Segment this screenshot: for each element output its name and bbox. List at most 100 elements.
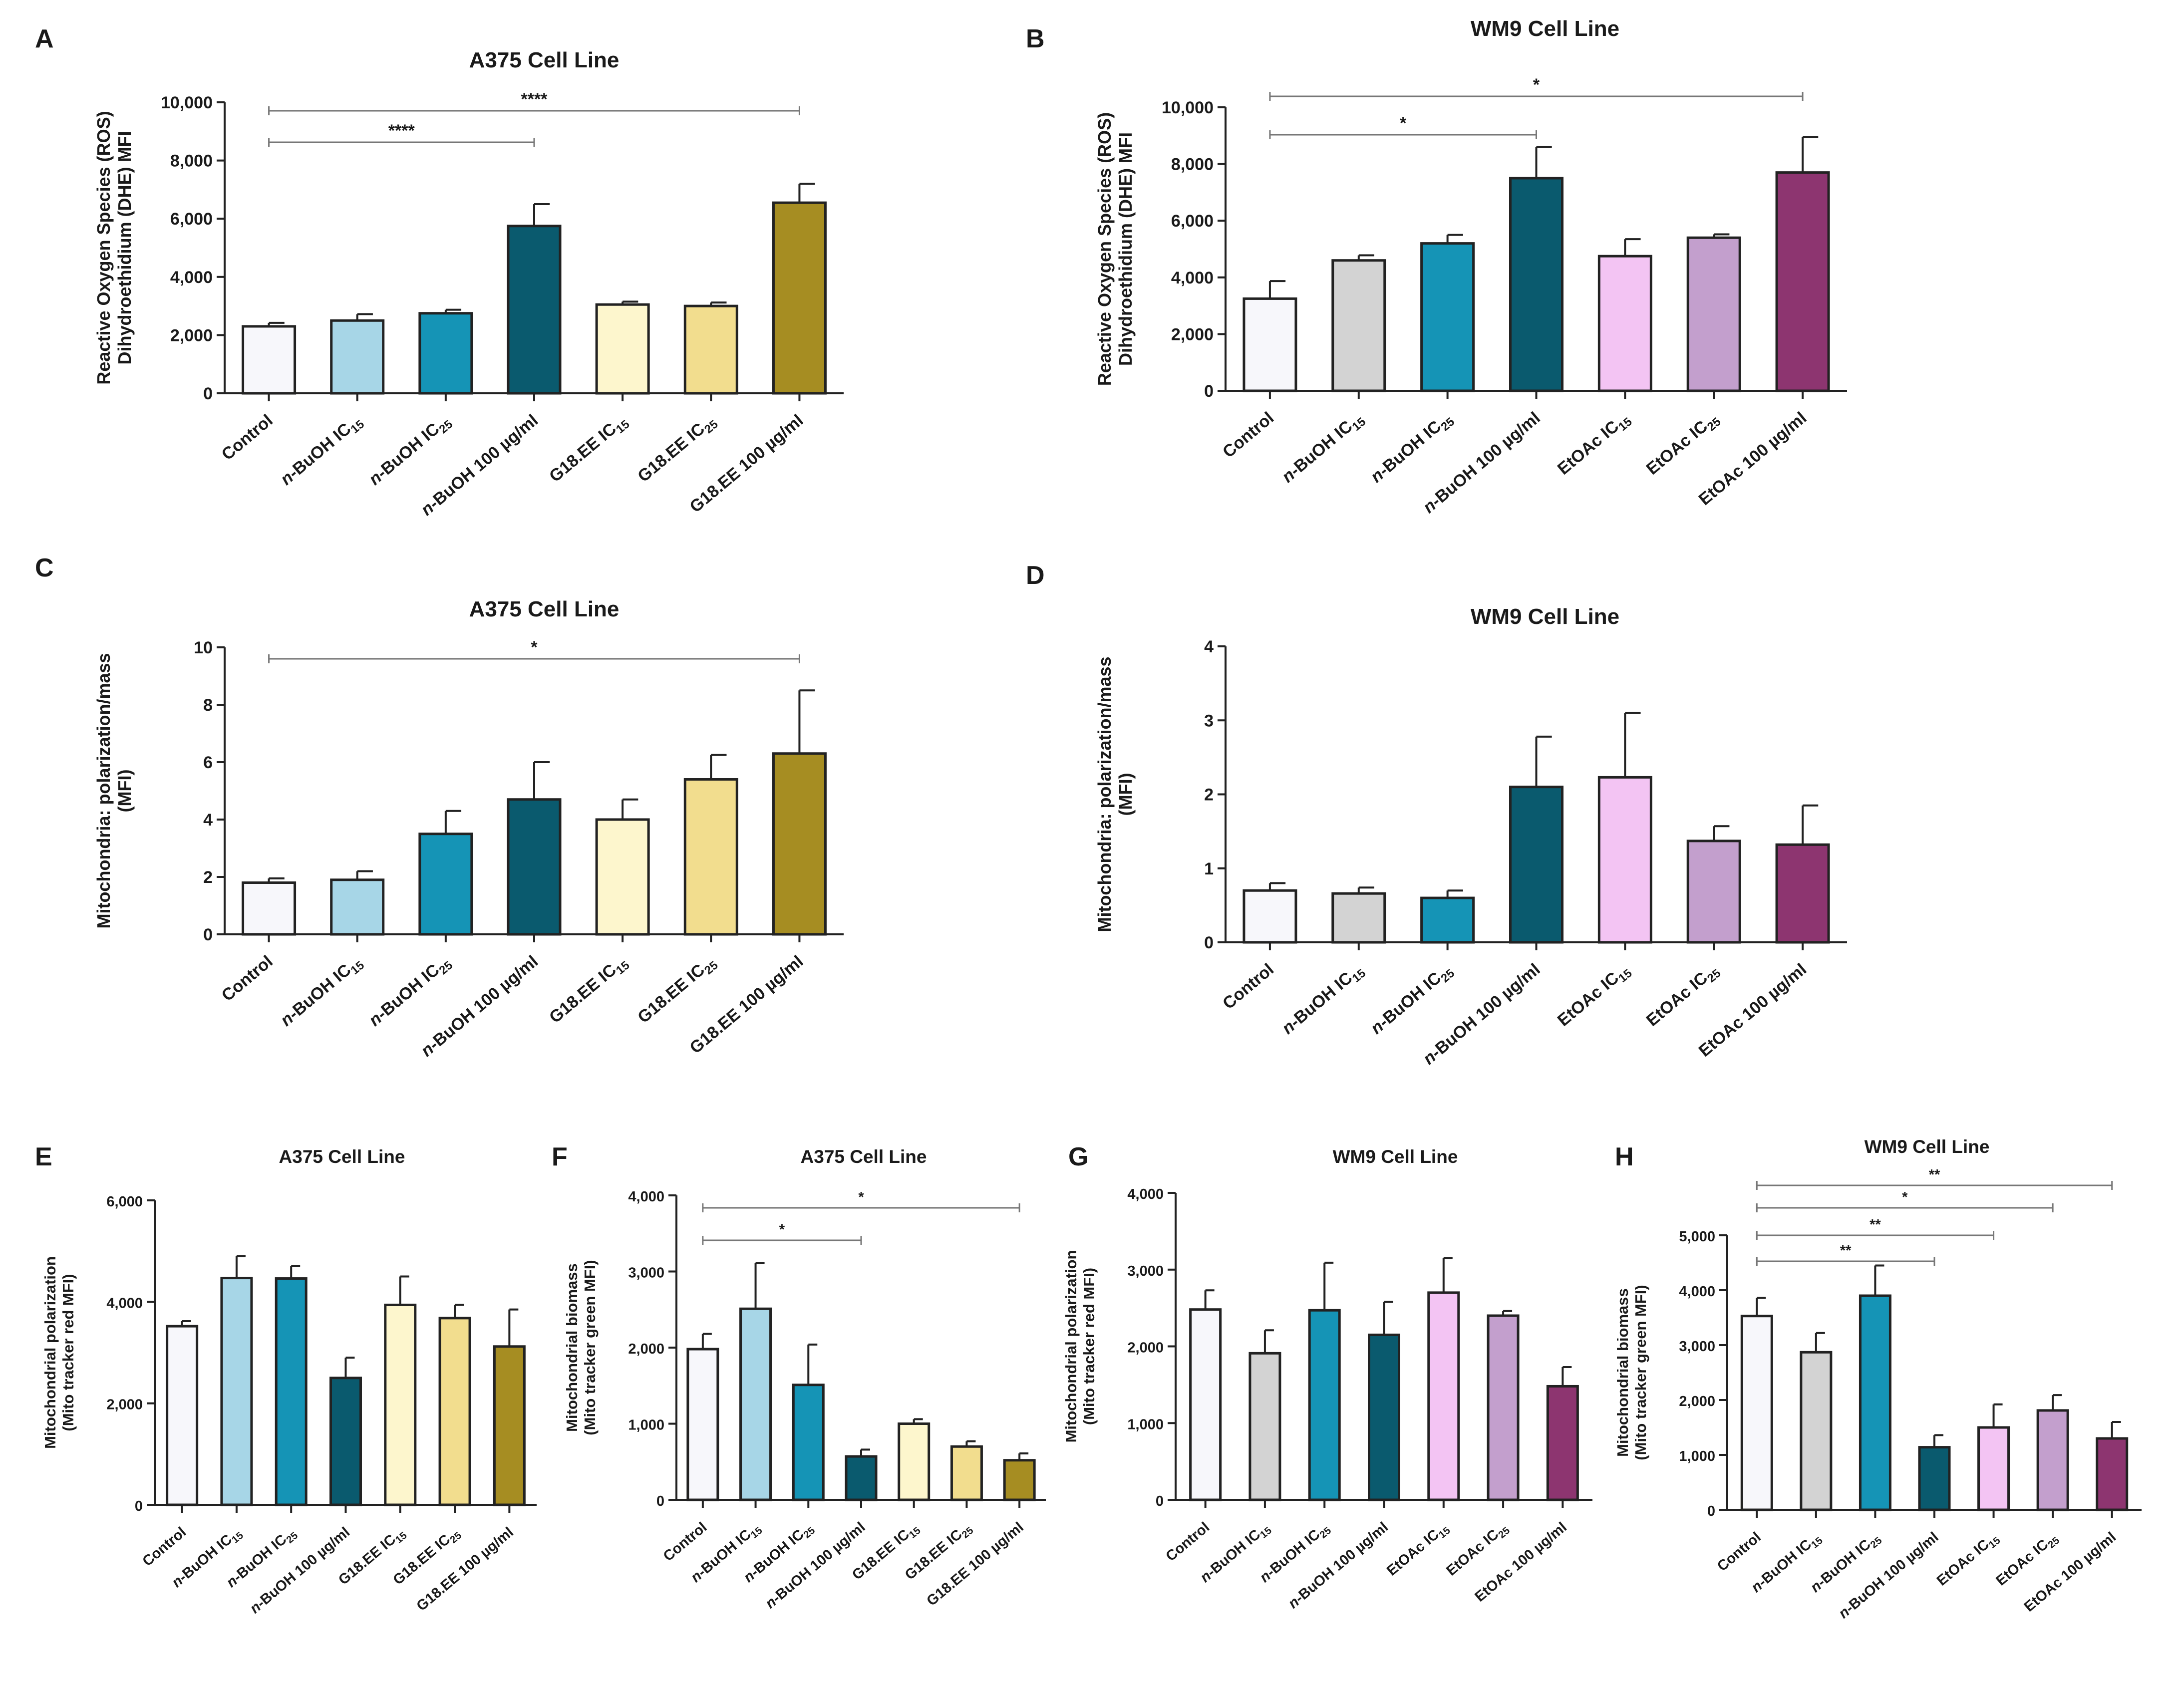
significance-label: **: [1929, 1167, 1940, 1183]
x-tick-label: G18.EE IC25: [634, 411, 720, 489]
bar: [1740, 1315, 1773, 1511]
significance-label: ****: [388, 121, 415, 140]
bar: [242, 881, 297, 936]
x-tick-label: G18.EE 100 µg/ml: [924, 1519, 1026, 1609]
chart-title: WM9 Cell Line: [1471, 604, 1619, 629]
bar: [507, 225, 562, 395]
significance-label: ****: [521, 90, 548, 109]
bar: [493, 1345, 526, 1506]
panel-letter: C: [35, 554, 54, 582]
y-tick-label: 2,000: [170, 326, 213, 345]
y-tick-label: 1: [1204, 859, 1214, 878]
y-tick-label: 4,000: [106, 1295, 143, 1311]
x-tick-label: n-BuOH IC15: [1278, 960, 1369, 1041]
x-tick-label: G18.EE IC15: [546, 411, 632, 489]
bar: [950, 1445, 983, 1501]
x-tick-label: EtOAc IC15: [1554, 408, 1635, 481]
panel-letter: A: [35, 24, 54, 53]
bar: [1243, 297, 1297, 392]
bar: [2036, 1409, 2069, 1511]
bar: [507, 798, 562, 936]
y-tick-label: 4,000: [170, 268, 213, 287]
y-tick-label: 2,000: [628, 1341, 664, 1357]
bar: [1686, 236, 1741, 392]
y-tick-label: 0: [1707, 1503, 1715, 1519]
y-axis-label: Mitochondrial biomass(Mito tracker green…: [563, 1260, 599, 1435]
bar: [275, 1277, 308, 1506]
y-tick-label: 1,000: [628, 1417, 664, 1433]
x-tick-label: G18.EE 100 µg/ml: [414, 1524, 517, 1614]
x-tick-label: n-BuOH IC15: [277, 411, 367, 492]
x-tick-label: EtOAc IC15: [1554, 960, 1635, 1033]
chart-title: WM9 Cell Line: [1333, 1146, 1458, 1167]
significance-label: *: [779, 1222, 785, 1238]
x-tick-label: G18.EE IC25: [634, 952, 720, 1030]
y-tick-label: 6,000: [106, 1194, 143, 1210]
y-tick-label: 4: [1204, 637, 1214, 656]
bar: [1331, 892, 1386, 944]
chart-panel-e: E A375 Cell Line 0 2,000 4,000 6,000 Mitochond…: [35, 1142, 537, 1617]
y-tick-label: 2,000: [1679, 1394, 1715, 1409]
bar: [595, 818, 650, 936]
y-tick-label: 0: [203, 925, 213, 944]
y-tick-label: 2,000: [106, 1397, 143, 1413]
bar: [686, 1348, 719, 1501]
x-tick-label: n-BuOH IC15: [277, 952, 367, 1033]
chart-title: A375 Cell Line: [279, 1146, 405, 1167]
x-tick-label: EtOAc IC15: [1384, 1519, 1453, 1581]
y-tick-label: 4,000: [628, 1189, 664, 1205]
y-tick-label: 0: [1156, 1493, 1164, 1509]
chart-title: A375 Cell Line: [469, 597, 620, 621]
y-tick-label: 0: [656, 1493, 664, 1509]
x-tick-label: n-BuOH IC25: [365, 952, 456, 1033]
x-tick-label: EtOAc IC15: [1934, 1529, 2003, 1591]
bar: [1686, 840, 1741, 944]
x-tick-label: n-BuOH 100 µg/ml: [1285, 1519, 1391, 1612]
x-tick-label: n-BuOH IC15: [1278, 408, 1369, 489]
bar: [1800, 1351, 1833, 1511]
bar: [1597, 776, 1652, 944]
bar: [1597, 255, 1652, 392]
y-tick-label: 6,000: [170, 210, 213, 229]
panel-letter: B: [1026, 24, 1045, 53]
bar: [772, 752, 827, 936]
bar: [845, 1455, 878, 1501]
bar: [1509, 786, 1563, 944]
bar: [1977, 1426, 2010, 1511]
chart-panel-b: B WM9 Cell Line 0 2,000 4,000 6,000 8,000 10,00…: [1026, 16, 1847, 517]
panel-letter: G: [1068, 1142, 1088, 1171]
y-tick-label: 4: [203, 811, 213, 830]
y-axis-label: Reactive Oxygen Species (ROS)Dihydroethi…: [93, 111, 135, 384]
bar: [1918, 1446, 1951, 1511]
bar: [1331, 259, 1386, 392]
chart-title: WM9 Cell Line: [1865, 1136, 1990, 1157]
bar: [418, 833, 473, 936]
bar: [1243, 889, 1297, 944]
y-tick-label: 5,000: [1679, 1229, 1715, 1245]
y-tick-label: 10,000: [161, 93, 213, 112]
bar: [595, 303, 650, 395]
bar: [1859, 1294, 1891, 1511]
bar: [1189, 1308, 1222, 1501]
bar: [242, 325, 297, 395]
y-axis-label: Mitochondria: polarization/mass(MFI): [93, 653, 135, 928]
bar: [792, 1384, 825, 1501]
significance-label: *: [1902, 1189, 1908, 1205]
y-axis-label: Mitochondrial polarization(Mito tracker …: [1062, 1250, 1098, 1443]
x-tick-label: EtOAc IC25: [1643, 408, 1724, 481]
chart-panel-f: F A375 Cell Line 0 1,000 2,000 3,000 4,000 Mito…: [552, 1142, 1046, 1612]
bar: [1775, 171, 1830, 392]
y-tick-label: 2,000: [1171, 325, 1214, 344]
x-tick-label: Control: [1219, 408, 1277, 462]
panel-letter: F: [552, 1142, 568, 1171]
chart-panel-d: D WM9 Cell Line 0 1 2 3 4 Mitochondria: polariz…: [1026, 561, 1847, 1069]
significance-label: *: [531, 638, 538, 657]
y-tick-label: 1,000: [1679, 1448, 1715, 1464]
bar: [1003, 1459, 1036, 1501]
x-tick-label: n-BuOH 100 µg/ml: [1836, 1529, 1941, 1622]
bar: [683, 778, 738, 936]
x-tick-label: n-BuOH IC25: [365, 411, 456, 492]
chart-title: A375 Cell Line: [469, 48, 620, 72]
bar: [1775, 843, 1830, 944]
y-tick-label: 4,000: [1127, 1186, 1164, 1202]
